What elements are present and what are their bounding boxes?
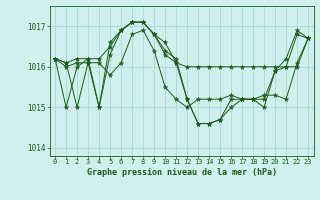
X-axis label: Graphe pression niveau de la mer (hPa): Graphe pression niveau de la mer (hPa) xyxy=(87,168,276,177)
